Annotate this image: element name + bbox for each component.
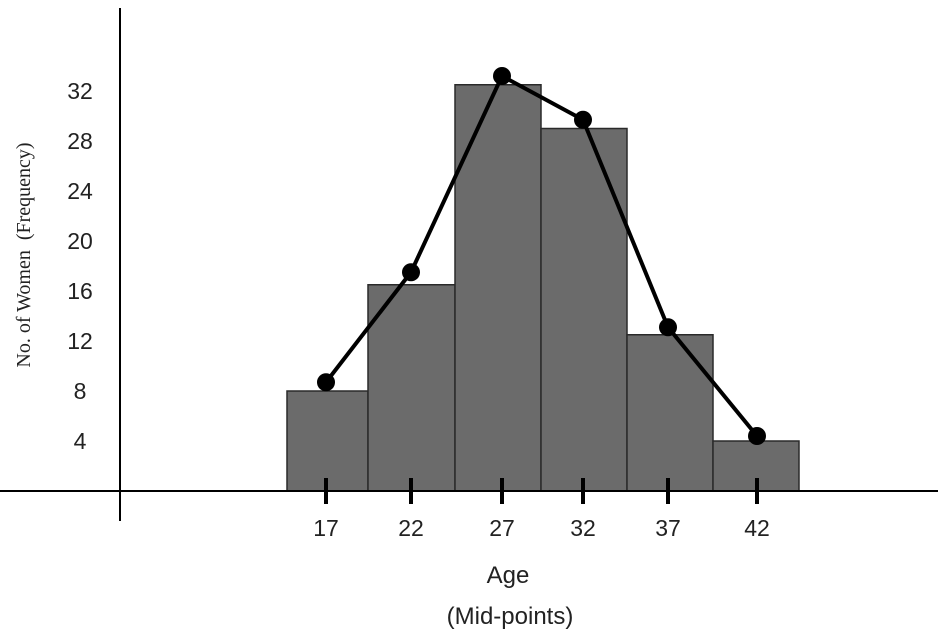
bar-37 [626, 334, 714, 492]
x-tick-label: 27 [489, 515, 515, 541]
y-tick-label: 32 [67, 78, 93, 104]
x-tick-label: 32 [570, 515, 596, 541]
histogram-bars [286, 84, 800, 492]
x-axis-label: Age [487, 562, 530, 589]
y-tick-label: 4 [74, 428, 87, 454]
y-tick-label: 24 [67, 178, 93, 204]
polygon-line [324, 74, 759, 438]
polygon-point-37 [659, 318, 677, 337]
x-tick-label: 22 [398, 515, 424, 541]
y-tick-label: 20 [67, 228, 93, 254]
bar-27 [454, 84, 542, 492]
x-tick-label: 42 [744, 515, 770, 541]
y-ticks: 4 8 12 16 20 24 28 32 [67, 78, 93, 454]
polygon-point-42 [748, 427, 766, 445]
x-tick-label: 37 [655, 515, 681, 541]
x-tick-label: 17 [313, 515, 339, 541]
polygon-point-27 [493, 67, 511, 85]
y-tick-label: 16 [67, 278, 93, 304]
polygon-point-22 [402, 263, 420, 282]
y-tick-label: 28 [67, 128, 93, 154]
polygon-point-32 [574, 110, 592, 129]
y-tick-label: 8 [74, 378, 87, 404]
y-tick-label: 12 [67, 328, 93, 354]
y-axis-label: No. of Women (Frequency) [13, 142, 35, 367]
polygon-point-17 [317, 373, 335, 392]
x-axis-sublabel: (Mid-points) [447, 603, 574, 630]
frequency-polygon [317, 67, 766, 445]
bar-32 [540, 127, 628, 492]
x-ticks: 17 22 27 32 37 42 [313, 478, 770, 541]
bar-22 [367, 284, 456, 492]
bar-17 [286, 390, 369, 492]
